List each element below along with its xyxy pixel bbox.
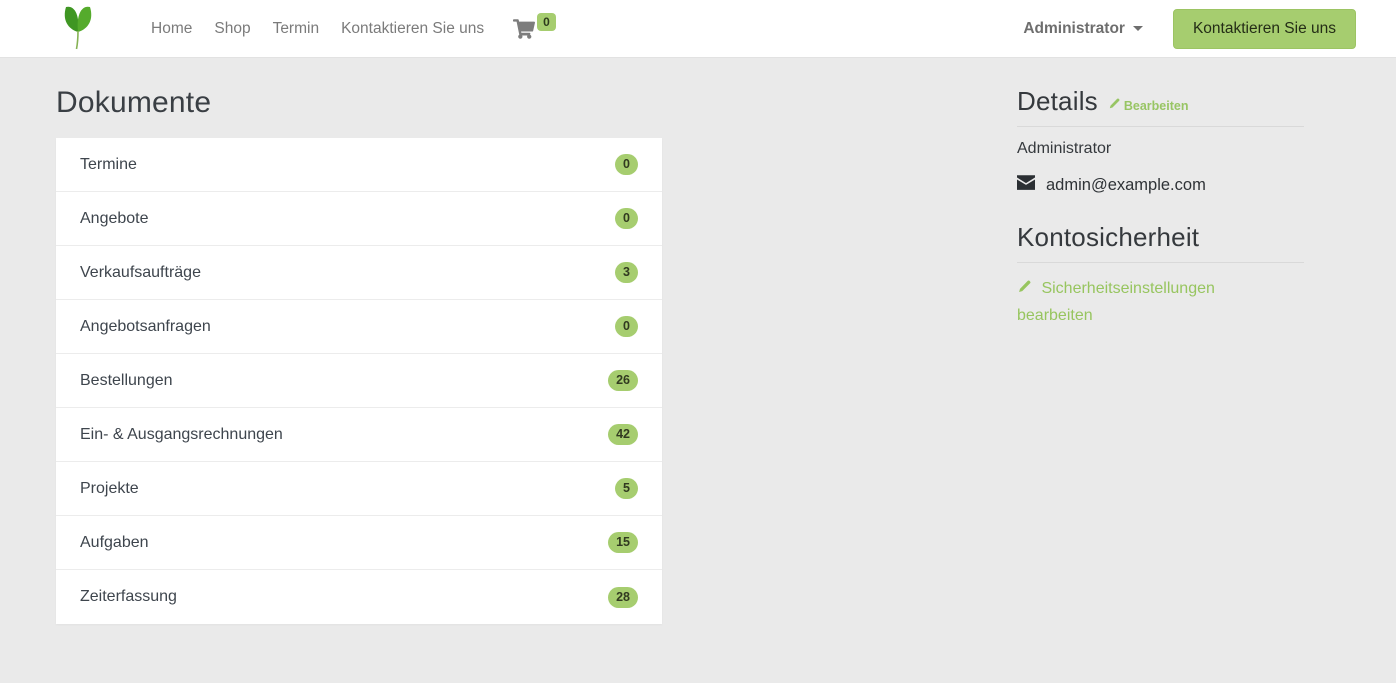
chevron-down-icon bbox=[1132, 26, 1143, 31]
document-count-badge: 28 bbox=[608, 586, 638, 608]
document-list-item[interactable]: Zeiterfassung 28 bbox=[56, 570, 662, 624]
document-list-item[interactable]: Termine 0 bbox=[56, 138, 662, 192]
company-logo[interactable] bbox=[56, 1, 100, 56]
document-list-item[interactable]: Verkaufsaufträge 3 bbox=[56, 246, 662, 300]
security-title: Kontosicherheit bbox=[1017, 222, 1200, 252]
document-label: Angebotsanfragen bbox=[80, 317, 211, 335]
pencil-edit-icon bbox=[1017, 280, 1035, 298]
document-list-item[interactable]: Ein- & Ausgangsrechnungen 42 bbox=[56, 408, 662, 462]
nav-link-shop[interactable]: Shop bbox=[214, 19, 251, 37]
page-title: Dokumente bbox=[56, 86, 212, 119]
pencil-edit-icon bbox=[1108, 98, 1120, 113]
document-count-badge: 0 bbox=[615, 208, 638, 229]
shopping-cart-icon bbox=[513, 18, 536, 39]
document-label: Projekte bbox=[80, 479, 139, 497]
document-count-badge: 26 bbox=[608, 370, 638, 391]
details-title: Details bbox=[1017, 86, 1098, 116]
document-list-item[interactable]: Aufgaben 15 bbox=[56, 516, 662, 570]
document-label: Angebote bbox=[80, 209, 149, 227]
contact-us-button[interactable]: Kontaktieren Sie uns bbox=[1172, 8, 1356, 49]
document-list-item[interactable]: Angebote 0 bbox=[56, 192, 662, 246]
navbar-right: Administrator Kontaktieren Sie uns bbox=[1023, 8, 1356, 49]
main-navigation: Home Shop Termin Kontaktieren Sie uns 0 bbox=[140, 12, 556, 39]
envelope-icon bbox=[1017, 175, 1035, 195]
account-email: admin@example.com bbox=[1046, 175, 1206, 194]
edit-details-link[interactable]: Bearbeiten bbox=[1108, 98, 1189, 113]
ginkgo-leaf-icon bbox=[60, 1, 96, 56]
document-label: Ein- & Ausgangsrechnungen bbox=[80, 425, 283, 443]
divider bbox=[1017, 126, 1304, 127]
document-count-badge: 15 bbox=[608, 532, 638, 553]
documents-column: Dokumente Termine 0 Angebote 0 Verkaufsa… bbox=[56, 58, 662, 624]
user-dropdown[interactable]: Administrator bbox=[1023, 20, 1143, 38]
account-name: Administrator bbox=[1017, 140, 1112, 157]
account-email-row: admin@example.com bbox=[1017, 175, 1304, 195]
document-count-badge: 0 bbox=[615, 154, 638, 175]
document-label: Aufgaben bbox=[80, 533, 149, 551]
document-label: Zeiterfassung bbox=[80, 588, 177, 605]
document-count-badge: 5 bbox=[615, 478, 638, 499]
edit-details-label: Bearbeiten bbox=[1123, 98, 1189, 113]
nav-link-home[interactable]: Home bbox=[151, 19, 193, 37]
documents-list: Termine 0 Angebote 0 Verkaufsaufträge 3 … bbox=[56, 138, 662, 624]
nav-link-termin[interactable]: Termin bbox=[272, 19, 320, 37]
document-label: Termine bbox=[80, 155, 137, 173]
top-navbar: Home Shop Termin Kontaktieren Sie uns 0 … bbox=[0, 0, 1396, 58]
account-sidebar: Details Bearbeiten Administrator admin@e… bbox=[1017, 58, 1304, 329]
document-count-badge: 3 bbox=[615, 262, 638, 283]
page-content: Dokumente Termine 0 Angebote 0 Verkaufsa… bbox=[56, 58, 1304, 624]
nav-link-kontakt[interactable]: Kontaktieren Sie uns bbox=[341, 19, 485, 37]
document-label: Bestellungen bbox=[80, 371, 173, 389]
divider bbox=[1017, 262, 1304, 263]
edit-security-settings-link[interactable]: Sicherheitseinstellungen bearbeiten bbox=[1017, 275, 1257, 329]
document-label: Verkaufsaufträge bbox=[80, 263, 201, 281]
document-list-item[interactable]: Angebotsanfragen 0 bbox=[56, 300, 662, 354]
document-count-badge: 0 bbox=[615, 316, 638, 337]
cart-count-badge: 0 bbox=[537, 12, 556, 31]
document-count-badge: 42 bbox=[608, 424, 638, 445]
cart-button[interactable]: 0 bbox=[513, 12, 556, 39]
user-dropdown-label: Administrator bbox=[1023, 19, 1125, 37]
edit-security-settings-label: Sicherheitseinstellungen bearbeiten bbox=[1017, 280, 1215, 324]
document-list-item[interactable]: Bestellungen 26 bbox=[56, 354, 662, 408]
document-list-item[interactable]: Projekte 5 bbox=[56, 462, 662, 516]
